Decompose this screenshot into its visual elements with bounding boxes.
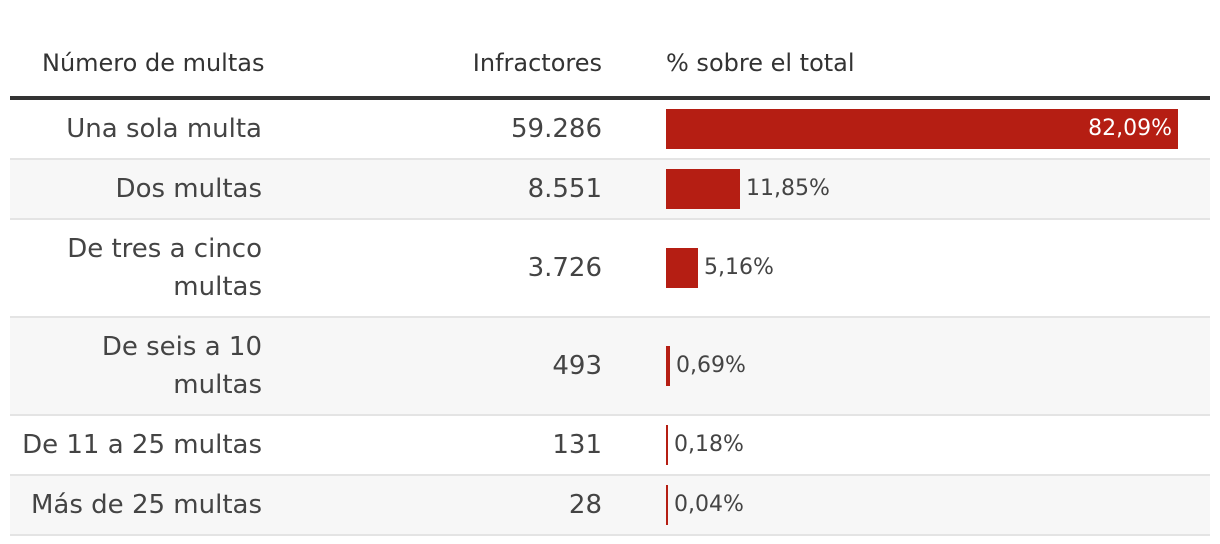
table-row: De tres a cinco multas 3.726 5,16% xyxy=(10,220,1210,318)
row-category: De 11 a 25 multas xyxy=(22,430,262,460)
percent-label: 0,69% xyxy=(676,353,746,378)
fines-table: Número de multas Infractores % sobre el … xyxy=(10,0,1210,536)
table-header: Número de multas Infractores % sobre el … xyxy=(10,0,1210,100)
row-category: Más de 25 multas xyxy=(31,490,262,520)
row-offenders-count: 8.551 xyxy=(527,174,602,204)
percent-bar xyxy=(666,346,670,386)
table-row: De seis a 10 multas 493 0,69% xyxy=(10,318,1210,416)
percent-label: 82,09% xyxy=(1088,116,1172,141)
row-offenders-count: 28 xyxy=(568,490,602,520)
header-number-of-fines: Número de multas xyxy=(42,49,265,77)
percent-bar xyxy=(666,109,1178,149)
table-body: Una sola multa 59.286 82,09% Dos multas 8.55… xyxy=(10,100,1210,536)
row-category: De tres a cinco multas xyxy=(67,234,262,302)
percent-bar xyxy=(666,248,698,288)
table-row: Una sola multa 59.286 82,09% xyxy=(10,100,1210,160)
row-category: De seis a 10 multas xyxy=(101,332,262,400)
bar-area: 0,18% xyxy=(666,416,1178,474)
percent-label: 5,16% xyxy=(704,255,774,280)
percent-bar xyxy=(666,485,668,525)
row-offenders-count: 59.286 xyxy=(511,114,602,144)
table-row: Dos multas 8.551 11,85% xyxy=(10,160,1210,220)
row-category: Una sola multa xyxy=(66,114,262,144)
header-percent-of-total: % sobre el total xyxy=(666,49,855,77)
table-row: Más de 25 multas 28 0,04% xyxy=(10,476,1210,536)
bar-area: 5,16% xyxy=(666,220,1178,316)
bar-area: 11,85% xyxy=(666,160,1178,218)
row-offenders-count: 131 xyxy=(552,430,602,460)
bar-area: 0,69% xyxy=(666,318,1178,414)
percent-label: 0,04% xyxy=(674,492,744,517)
percent-label: 11,85% xyxy=(746,176,830,201)
row-category: Dos multas xyxy=(115,174,262,204)
percent-bar xyxy=(666,169,740,209)
percent-label: 0,18% xyxy=(674,432,744,457)
bar-area: 82,09% xyxy=(666,100,1178,158)
row-offenders-count: 493 xyxy=(552,351,602,381)
header-offenders: Infractores xyxy=(472,49,602,77)
row-offenders-count: 3.726 xyxy=(527,253,602,283)
table-row: De 11 a 25 multas 131 0,18% xyxy=(10,416,1210,476)
bar-area: 0,04% xyxy=(666,476,1178,534)
percent-bar xyxy=(666,425,668,465)
